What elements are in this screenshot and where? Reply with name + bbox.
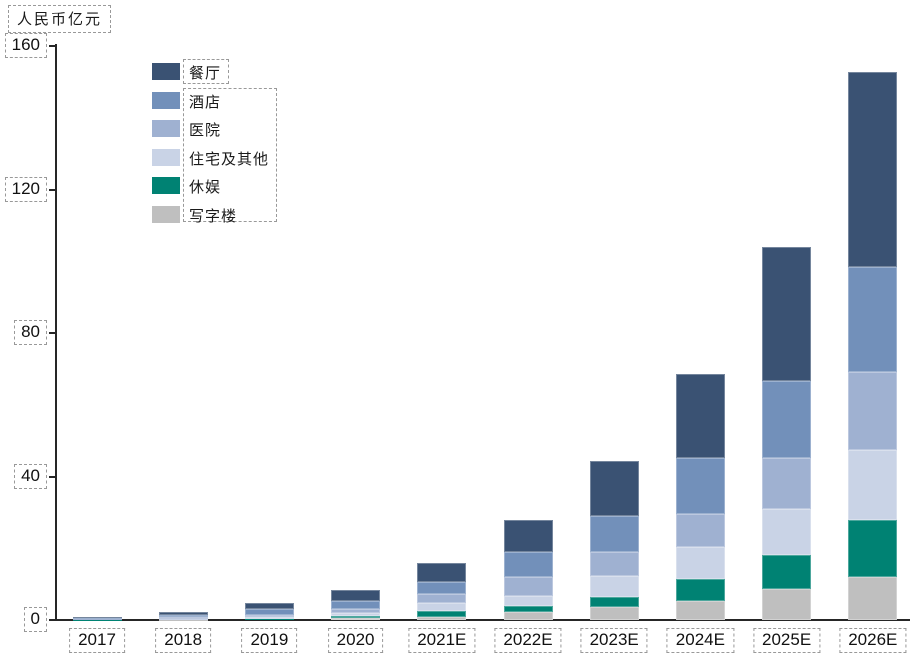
bar-segment-2023E-餐厅 (589, 461, 639, 516)
bar-segment-2018-餐厅 (158, 612, 208, 616)
bar-segment-2021E-医院 (417, 594, 467, 604)
y-tick-mark (49, 619, 56, 621)
bar-segment-2023E-住宅及其他 (589, 575, 639, 598)
bar-segment-2024E-餐厅 (675, 373, 725, 458)
legend-label-酒店: 酒店 (189, 92, 222, 111)
x-tick-label-2023E: 2023E (580, 628, 648, 653)
bar-segment-2018-医院 (158, 617, 208, 619)
legend-label-餐厅: 餐厅 (189, 64, 222, 82)
legend-label-医院: 医院 (189, 121, 222, 139)
legend-annotation-box-first (183, 59, 229, 84)
legend-swatch-休娱 (152, 177, 180, 194)
bar-segment-2020-酒店 (331, 601, 381, 610)
bar-segment-2023E-医院 (589, 551, 639, 576)
y-axis-line (55, 44, 57, 621)
bar-segment-2021E-餐厅 (417, 562, 467, 583)
bar-segment-2023E-休娱 (589, 597, 639, 608)
bar-segment-2025E-写字楼 (762, 589, 812, 620)
x-tick-label-2022E: 2022E (494, 628, 562, 653)
bar-segment-2026E-餐厅 (848, 71, 898, 267)
legend-swatch-酒店 (152, 91, 180, 109)
bar-segment-2019-休娱 (244, 618, 294, 620)
y-tick-label: 160 (4, 33, 47, 58)
bar-segment-2024E-写字楼 (675, 600, 725, 620)
bar-segment-2023E-酒店 (589, 515, 639, 552)
x-tick-label-2025E: 2025E (753, 628, 821, 653)
bar-segment-2024E-住宅及其他 (675, 547, 725, 580)
bar-segment-2022E-写字楼 (503, 612, 553, 620)
bar-segment-2026E-医院 (848, 372, 898, 450)
legend-swatch-住宅及其他 (152, 148, 180, 166)
bar-segment-2024E-医院 (675, 514, 725, 548)
y-tick-label: 0 (23, 607, 47, 632)
bar-segment-2026E-休娱 (848, 519, 898, 577)
legend-swatch-医院 (152, 120, 180, 137)
x-tick-label-2024E: 2024E (666, 628, 734, 653)
bar-segment-2019-写字楼 (244, 619, 294, 620)
y-tick-mark (49, 332, 56, 334)
bar-segment-2026E-酒店 (848, 266, 898, 373)
bar-segment-2025E-休娱 (762, 555, 812, 590)
bar-segment-2026E-住宅及其他 (848, 449, 898, 520)
legend-label-休娱: 休娱 (189, 178, 222, 196)
bar-segment-2020-写字楼 (331, 618, 381, 620)
bar-segment-2025E-酒店 (762, 381, 812, 458)
bar-segment-2021E-酒店 (417, 582, 467, 595)
x-tick-label-2021E: 2021E (408, 628, 476, 653)
bar-segment-2026E-写字楼 (848, 576, 898, 620)
bar-segment-2022E-医院 (503, 576, 553, 596)
legend-swatch-写字楼 (152, 205, 180, 223)
bar-segment-2018-酒店 (158, 615, 208, 618)
x-tick-label-2017: 2017 (69, 628, 125, 653)
y-axis-unit-label: 人民币亿元 (8, 5, 112, 33)
legend-label-写字楼: 写字楼 (189, 206, 238, 225)
bar-segment-2022E-餐厅 (503, 519, 553, 552)
x-tick-label-2020: 2020 (327, 628, 384, 653)
legend-label-住宅及其他: 住宅及其他 (189, 149, 270, 168)
bar-segment-2021E-住宅及其他 (417, 603, 467, 612)
legend-swatch-餐厅 (152, 63, 180, 80)
bar-segment-2024E-酒店 (675, 457, 725, 515)
bar-segment-2022E-休娱 (503, 606, 553, 613)
bar-segment-2020-餐厅 (331, 590, 381, 602)
x-tick-label-2026E: 2026E (839, 628, 907, 653)
bar-segment-2025E-餐厅 (762, 246, 812, 382)
y-tick-mark (49, 45, 56, 47)
legend-annotation-box-rest (183, 88, 277, 222)
bar-segment-2017-餐厅 (72, 616, 122, 619)
bar-segment-2020-医院 (331, 609, 381, 614)
y-tick-label: 120 (4, 176, 47, 202)
bar-segment-2022E-酒店 (503, 551, 553, 577)
x-tick-label-2018: 2018 (155, 628, 212, 653)
bar-segment-2024E-休娱 (675, 579, 725, 601)
y-tick-mark (49, 475, 56, 478)
y-tick-label: 80 (14, 320, 47, 345)
bar-segment-2021E-写字楼 (417, 617, 467, 620)
y-tick-label: 40 (14, 463, 47, 489)
bar-segment-2017-酒店 (72, 618, 122, 619)
bar-segment-2019-酒店 (244, 608, 294, 615)
bar-segment-2022E-住宅及其他 (503, 595, 553, 606)
bar-segment-2018-住宅及其他 (158, 618, 208, 620)
bar-segment-2020-休娱 (331, 616, 381, 619)
bar-segment-2019-餐厅 (244, 603, 294, 609)
bar-segment-2023E-写字楼 (589, 607, 639, 620)
x-axis-line (55, 619, 910, 621)
bar-segment-2019-医院 (244, 614, 294, 617)
bar-segment-2025E-医院 (762, 457, 812, 510)
bar-segment-2021E-休娱 (417, 611, 467, 618)
bar-segment-2019-住宅及其他 (244, 616, 294, 619)
bar-segment-2020-住宅及其他 (331, 613, 381, 617)
bar-segment-2025E-住宅及其他 (762, 509, 812, 556)
x-tick-label-2019: 2019 (241, 628, 298, 653)
y-tick-mark (49, 188, 56, 191)
